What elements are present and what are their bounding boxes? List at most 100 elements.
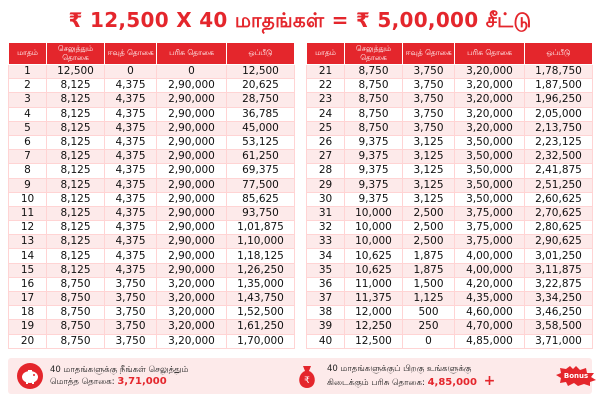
total-paid-line2-wrap: மொத்த தொகை: 3,71,000 — [50, 376, 188, 388]
cell-discount: 3,750 — [104, 333, 157, 349]
cell-prize: 3,50,000 — [454, 191, 525, 207]
cell-prize: 2,90,000 — [156, 177, 227, 193]
table-row: 12 8,125 4,375 2,90,000 1,01,875 — [8, 220, 295, 236]
cell-discount: 3,750 — [104, 305, 157, 321]
installment-table-left: மாதம் செலுத்தும் தொகை ஈவுத் தொகை பரிசு த… — [8, 42, 295, 349]
cell-paid: 8,750 — [46, 319, 105, 335]
cell-paid: 8,750 — [46, 276, 105, 293]
total-paid-text: 40 மாதங்களுக்கு நீங்கள் செலுத்தும் மொத்த… — [50, 364, 188, 388]
cell-paid: 8,750 — [46, 333, 105, 349]
cell-prize: 3,75,000 — [454, 220, 525, 236]
cell-month: 25 — [306, 120, 345, 136]
cell-month: 2 — [8, 78, 47, 94]
cell-prize: 2,90,000 — [156, 134, 227, 151]
cell-month: 36 — [306, 276, 345, 293]
table-row: 1 12,500 0 0 12,500 — [8, 63, 295, 80]
cell-total: 69,375 — [226, 163, 295, 179]
cell-month: 10 — [8, 191, 47, 207]
cell-prize: 3,20,000 — [454, 63, 525, 80]
table-row: 7 8,125 4,375 2,90,000 61,250 — [8, 149, 295, 165]
table-row: 32 10,000 2,500 3,75,000 2,80,625 — [306, 220, 593, 236]
col-paid: செலுத்தும் தொகை — [46, 42, 105, 65]
cell-prize: 3,20,000 — [156, 333, 227, 349]
cell-month: 30 — [306, 191, 345, 207]
table-row: 13 8,125 4,375 2,90,000 1,10,000 — [8, 234, 295, 250]
cell-paid: 8,750 — [46, 290, 105, 307]
cell-total: 3,34,250 — [524, 290, 593, 307]
cell-prize: 2,90,000 — [156, 262, 227, 278]
cell-total: 1,96,250 — [524, 92, 593, 108]
total-paid-line2: மொத்த தொகை: — [50, 377, 115, 387]
cell-prize: 3,20,000 — [156, 276, 227, 293]
cell-total: 2,13,750 — [524, 120, 593, 136]
cell-paid: 8,125 — [46, 78, 105, 94]
table-row: 4 8,125 4,375 2,90,000 36,785 — [8, 106, 295, 122]
cell-prize: 2,90,000 — [156, 205, 227, 222]
table-row: 2 8,125 4,375 2,90,000 20,625 — [8, 78, 295, 94]
cell-paid: 8,125 — [46, 163, 105, 179]
cell-total: 1,70,000 — [226, 333, 295, 349]
cell-prize: 0 — [156, 63, 227, 80]
cell-month: 14 — [8, 248, 47, 264]
cell-paid: 10,000 — [344, 234, 403, 250]
cell-discount: 3,750 — [104, 276, 157, 293]
cell-total: 36,785 — [226, 106, 295, 122]
cell-paid: 10,625 — [344, 248, 403, 264]
cell-paid: 9,375 — [344, 163, 403, 179]
cell-total: 1,26,250 — [226, 262, 295, 278]
cell-prize: 3,50,000 — [454, 177, 525, 193]
cell-month: 12 — [8, 220, 47, 236]
cell-discount: 4,375 — [104, 134, 157, 151]
cell-prize: 3,75,000 — [454, 205, 525, 222]
table-row: 24 8,750 3,750 3,20,000 2,05,000 — [306, 106, 593, 122]
cell-prize: 2,90,000 — [156, 149, 227, 165]
cell-prize: 2,90,000 — [156, 191, 227, 207]
cell-month: 1 — [8, 63, 47, 80]
cell-prize: 4,20,000 — [454, 276, 525, 293]
cell-discount: 250 — [402, 319, 455, 335]
table-row: 28 9,375 3,125 3,50,000 2,41,875 — [306, 163, 593, 179]
cell-paid: 11,375 — [344, 290, 403, 307]
cell-total: 3,01,250 — [524, 248, 593, 264]
cell-prize: 4,85,000 — [454, 333, 525, 349]
cell-total: 3,11,875 — [524, 262, 593, 278]
cell-discount: 500 — [402, 305, 455, 321]
cell-discount: 4,375 — [104, 234, 157, 250]
cell-prize: 4,35,000 — [454, 290, 525, 307]
cell-month: 15 — [8, 262, 47, 278]
cell-paid: 12,000 — [344, 305, 403, 321]
cell-paid: 9,375 — [344, 177, 403, 193]
cell-prize: 2,90,000 — [156, 234, 227, 250]
col-month: மாதம் — [306, 42, 345, 65]
cell-paid: 9,375 — [344, 134, 403, 151]
cell-discount: 4,375 — [104, 205, 157, 222]
cell-month: 37 — [306, 290, 345, 307]
cell-discount: 2,500 — [402, 234, 455, 250]
cell-total: 3,58,500 — [524, 319, 593, 335]
cell-discount: 4,375 — [104, 262, 157, 278]
cell-total: 28,750 — [226, 92, 295, 108]
cell-discount: 1,125 — [402, 290, 455, 307]
cell-month: 40 — [306, 333, 345, 349]
cell-discount: 3,125 — [402, 134, 455, 151]
cell-paid: 12,500 — [46, 63, 105, 80]
cell-paid: 8,125 — [46, 248, 105, 264]
cell-total: 1,52,500 — [226, 305, 295, 321]
cell-prize: 3,20,000 — [454, 92, 525, 108]
cell-month: 28 — [306, 163, 345, 179]
cell-total: 1,18,125 — [226, 248, 295, 264]
cell-prize: 2,90,000 — [156, 78, 227, 94]
table-row: 29 9,375 3,125 3,50,000 2,51,250 — [306, 177, 593, 193]
summary-footer: 40 மாதங்களுக்கு நீங்கள் செலுத்தும் மொத்த… — [8, 358, 596, 394]
cell-paid: 8,125 — [46, 149, 105, 165]
total-paid-line1: 40 மாதங்களுக்கு நீங்கள் செலுத்தும் — [50, 365, 189, 375]
cell-month: 7 — [8, 149, 47, 165]
cell-total: 12,500 — [226, 63, 295, 80]
cell-prize: 3,20,000 — [454, 78, 525, 94]
cell-month: 38 — [306, 305, 345, 321]
cell-discount: 3,125 — [402, 191, 455, 207]
cell-paid: 12,500 — [344, 333, 403, 349]
col-prize: பரிசு தொகை — [156, 42, 227, 65]
cell-month: 8 — [8, 163, 47, 179]
table-row: 35 10,625 1,875 4,00,000 3,11,875 — [306, 262, 593, 278]
